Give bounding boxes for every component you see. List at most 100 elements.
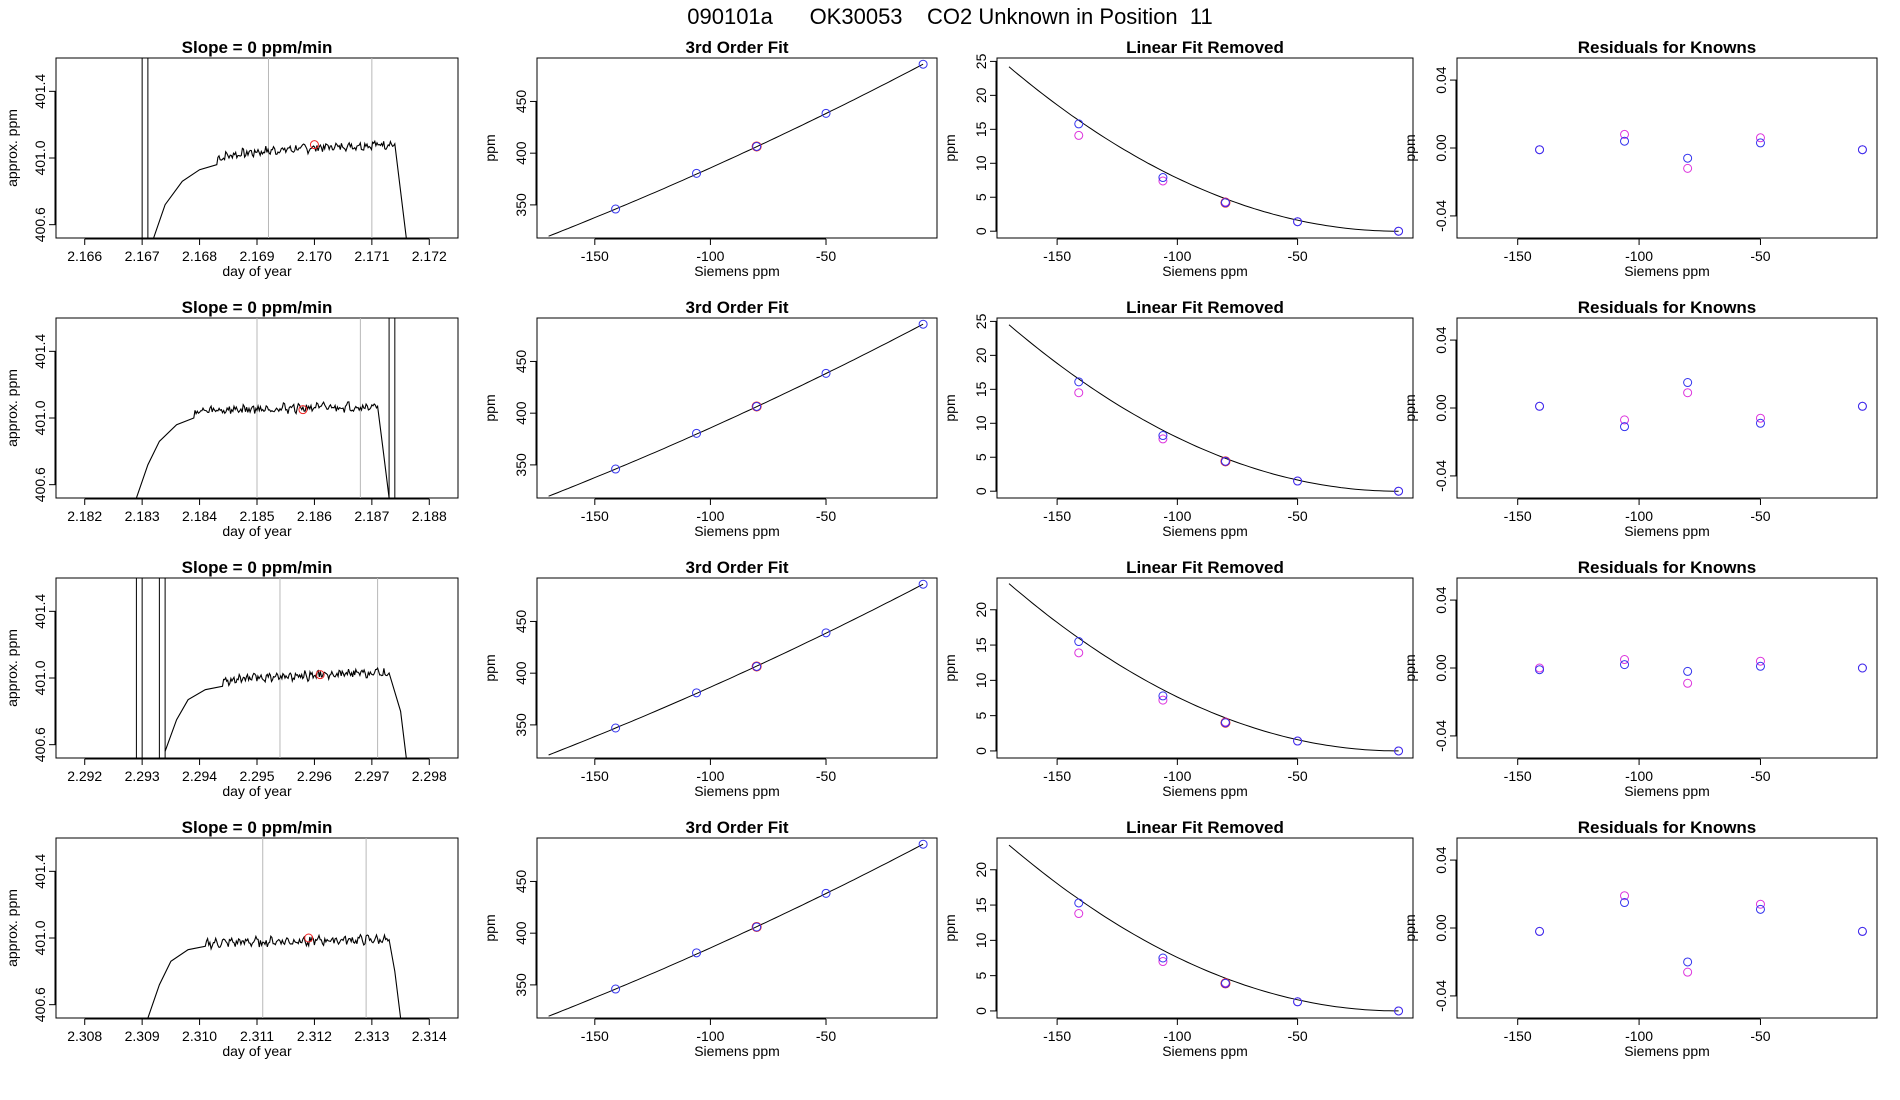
y-tick-label: 350 xyxy=(513,453,529,477)
x-tick-label: 2.295 xyxy=(239,768,274,784)
y-tick-label: 0.00 xyxy=(1433,394,1449,421)
fit-curve xyxy=(548,63,924,237)
y-tick-label: -0.04 xyxy=(1433,980,1449,1012)
known-point xyxy=(1394,1006,1404,1016)
y-tick-label: 350 xyxy=(513,713,529,737)
known-point xyxy=(1158,691,1168,701)
plot-area xyxy=(141,58,407,238)
x-tick-label: -150 xyxy=(581,1028,609,1044)
y-tick-label: 350 xyxy=(513,973,529,997)
panel-title: Residuals for Knowns xyxy=(1578,558,1757,577)
y-axis-label: ppm xyxy=(482,394,498,421)
fit-curve xyxy=(1008,583,1399,752)
plot-area xyxy=(1535,129,1867,173)
plot-frame xyxy=(536,577,938,759)
x-tick-label: 2.298 xyxy=(412,768,447,784)
residual-point-alt xyxy=(1683,163,1693,173)
residual-point xyxy=(1683,666,1693,676)
x-tick-label: -100 xyxy=(1625,248,1653,264)
x-tick-label: 2.296 xyxy=(297,768,332,784)
figure-title: 090101a OK30053 CO2 Unknown in Position … xyxy=(687,4,1213,29)
y-tick-label: 400.6 xyxy=(32,207,48,242)
x-tick-label: 2.170 xyxy=(297,248,332,264)
y-tick-label: 20 xyxy=(973,347,989,363)
known-point xyxy=(611,984,621,994)
y-tick-label: 10 xyxy=(973,415,989,431)
x-tick-label: 2.168 xyxy=(182,248,217,264)
plot-frame xyxy=(1456,577,1878,759)
plot-area xyxy=(147,838,402,1018)
known-point xyxy=(821,108,831,118)
x-tick-label: -150 xyxy=(1043,768,1071,784)
y-axis-label: ppm xyxy=(1402,654,1418,681)
residual-point xyxy=(1857,401,1867,411)
residual-point xyxy=(1755,661,1765,671)
known-point xyxy=(1158,953,1168,963)
y-tick-label: 401.4 xyxy=(32,854,48,889)
residual-point xyxy=(1535,926,1545,936)
x-tick-label: 2.166 xyxy=(67,248,102,264)
plot-frame xyxy=(1456,317,1878,499)
known-point xyxy=(1220,978,1230,988)
panel-trace-row4: Slope = 0 ppm/min 2.308 2.309 2.310 2.311 2.3… xyxy=(4,818,459,1059)
x-tick-label: -50 xyxy=(1287,1028,1307,1044)
residual-point xyxy=(1683,957,1693,967)
y-axis-label: ppm xyxy=(942,394,958,421)
x-tick-label: -150 xyxy=(1504,768,1532,784)
known-point xyxy=(692,428,702,438)
plot-area xyxy=(1008,844,1404,1016)
known-point-alt xyxy=(1158,695,1168,705)
x-tick-label: 2.172 xyxy=(412,248,447,264)
data-trace-line xyxy=(153,139,407,238)
residual-point xyxy=(1857,926,1867,936)
known-point xyxy=(1158,173,1168,183)
panel-title: Residuals for Knowns xyxy=(1578,298,1757,317)
known-point xyxy=(611,723,621,733)
panel-title: Linear Fit Removed xyxy=(1126,38,1284,57)
residual-point xyxy=(1755,138,1765,148)
known-point xyxy=(1074,377,1084,387)
fit-curve xyxy=(1008,324,1399,492)
plot-frame xyxy=(536,837,938,1019)
known-point xyxy=(611,464,621,474)
x-tick-label: -100 xyxy=(1163,1028,1191,1044)
known-point xyxy=(1220,718,1230,728)
known-point xyxy=(1074,898,1084,908)
residual-point xyxy=(1683,378,1693,388)
x-tick-label: 2.187 xyxy=(354,508,389,524)
x-tick-label: -50 xyxy=(816,1028,836,1044)
residual-point xyxy=(1620,422,1630,432)
known-point xyxy=(1394,746,1404,756)
panel-title: 3rd Order Fit xyxy=(686,818,789,837)
panel-resid-row1: Residuals for Knowns -150 -100 -50 Siemens p… xyxy=(1402,38,1878,279)
residual-point-alt xyxy=(1755,413,1765,423)
x-axis-label: Siemens ppm xyxy=(694,523,780,539)
plot-area xyxy=(1535,378,1867,432)
x-tick-label: -150 xyxy=(1504,508,1532,524)
panel-title: Residuals for Knowns xyxy=(1578,818,1757,837)
y-tick-label: 450 xyxy=(513,90,529,114)
known-point xyxy=(918,59,928,69)
known-point xyxy=(1220,456,1230,466)
known-point xyxy=(611,204,621,214)
x-tick-label: -50 xyxy=(1287,248,1307,264)
residual-point xyxy=(1535,145,1545,155)
x-axis-label: Siemens ppm xyxy=(1624,783,1710,799)
y-tick-label: 401.4 xyxy=(32,594,48,629)
residual-point xyxy=(1857,663,1867,673)
known-point-alt xyxy=(1074,909,1084,919)
residual-point xyxy=(1683,153,1693,163)
y-tick-label: 0.00 xyxy=(1433,134,1449,161)
panel-title: Slope = 0 ppm/min xyxy=(182,38,333,57)
y-tick-label: -0.04 xyxy=(1433,200,1449,232)
x-tick-label: 2.183 xyxy=(125,508,160,524)
panel-fit-row2: 3rd Order Fit -150 -100 -50 Siemens ppm 350 40… xyxy=(482,298,938,539)
y-tick-label: 400 xyxy=(513,401,529,425)
residual-point xyxy=(1755,904,1765,914)
residual-point-alt xyxy=(1620,655,1630,665)
residual-point-alt xyxy=(1755,656,1765,666)
x-axis-label: Siemens ppm xyxy=(1624,523,1710,539)
panel-fit-row3: 3rd Order Fit -150 -100 -50 Siemens ppm 350 40… xyxy=(482,558,938,799)
residual-point xyxy=(1620,136,1630,146)
plot-frame xyxy=(55,577,459,759)
